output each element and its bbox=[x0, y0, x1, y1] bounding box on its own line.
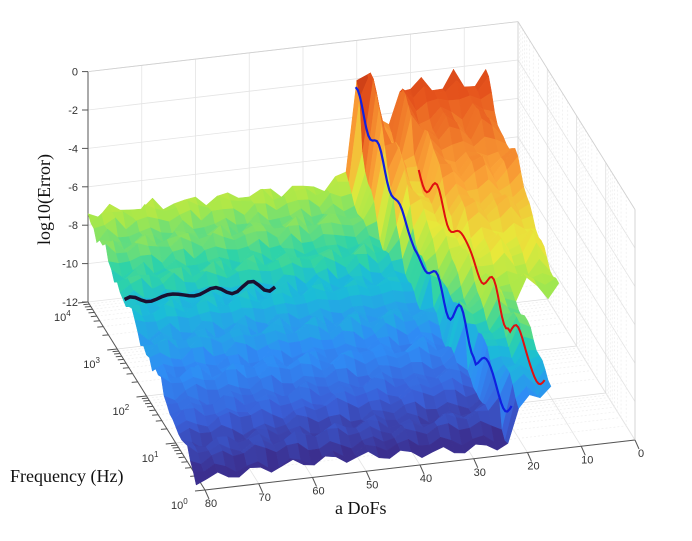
z-tick-label: -8 bbox=[68, 220, 78, 232]
x-tick bbox=[634, 439, 640, 450]
x-tick-label: 0 bbox=[638, 448, 644, 460]
y-tick bbox=[141, 397, 148, 400]
y-tick bbox=[131, 381, 138, 383]
y-tick bbox=[165, 442, 176, 445]
y-tick bbox=[181, 461, 188, 463]
y-tick bbox=[77, 301, 89, 304]
y-tick bbox=[149, 409, 156, 412]
x-tick-label: 10 bbox=[581, 454, 593, 466]
x-tick bbox=[204, 489, 210, 500]
surface bbox=[87, 68, 560, 486]
surface-lines bbox=[123, 86, 546, 413]
x-tick bbox=[365, 471, 371, 481]
z-tick-label: -2 bbox=[68, 105, 78, 117]
y-tick bbox=[152, 414, 159, 416]
y-tick bbox=[102, 334, 109, 336]
y-tick bbox=[185, 467, 192, 469]
box-edge bbox=[517, 21, 636, 210]
y-tick bbox=[114, 353, 121, 355]
x-tick bbox=[473, 458, 479, 468]
box-edge bbox=[87, 21, 519, 72]
y-tick bbox=[107, 348, 118, 351]
x-tick bbox=[312, 477, 317, 487]
y-tick bbox=[155, 420, 162, 422]
z-axis-label: log10(Error) bbox=[34, 154, 55, 245]
black-line bbox=[123, 279, 277, 304]
x-tick-label: 80 bbox=[205, 498, 217, 510]
y-tick bbox=[115, 355, 122, 358]
z-tick-label: 0 bbox=[72, 67, 78, 79]
y-tick-label: 102 bbox=[113, 403, 130, 418]
y-tick bbox=[117, 358, 124, 361]
x-tick-label: 60 bbox=[312, 486, 324, 498]
y-tick bbox=[146, 405, 154, 408]
x-tick-label: 70 bbox=[259, 492, 271, 504]
y-tick bbox=[112, 350, 119, 353]
y-tick bbox=[86, 308, 93, 311]
y-tick bbox=[143, 400, 150, 402]
y-tick bbox=[83, 303, 90, 306]
surface-patch bbox=[536, 379, 552, 399]
y-tick bbox=[194, 489, 206, 492]
y-tick bbox=[126, 373, 133, 375]
x-tick-label: 40 bbox=[420, 473, 432, 485]
y-tick bbox=[172, 447, 179, 449]
x-tick-label: 20 bbox=[527, 461, 539, 473]
y-tick bbox=[171, 444, 178, 447]
y-tick bbox=[144, 402, 152, 405]
y-tick-label: 103 bbox=[83, 356, 100, 371]
x-axis-label: a DoFs bbox=[335, 498, 387, 518]
x-tick-label: 50 bbox=[366, 479, 378, 491]
y-tick bbox=[136, 395, 147, 398]
x-tick bbox=[580, 446, 586, 456]
z-tick-label: -10 bbox=[62, 259, 78, 271]
y-tick bbox=[90, 315, 97, 318]
x-tick bbox=[419, 464, 425, 475]
y-tick bbox=[122, 367, 129, 369]
y-tick-label: 100 bbox=[171, 497, 188, 512]
y-tick bbox=[88, 311, 95, 314]
blue-boundary-line bbox=[354, 86, 513, 413]
x-tick-label: 30 bbox=[474, 467, 486, 479]
tick-labels: 807060504030201000-2-4-6-8-10-1210010110… bbox=[54, 67, 644, 512]
y-tick bbox=[174, 449, 181, 452]
z-tick-label: -12 bbox=[62, 297, 78, 309]
y-tick bbox=[176, 452, 183, 455]
z-tick-label: -6 bbox=[68, 182, 78, 194]
y-tick bbox=[93, 320, 100, 322]
y-tick-label: 101 bbox=[142, 450, 159, 465]
x-tick bbox=[258, 483, 264, 493]
x-tick bbox=[527, 452, 532, 462]
y-tick bbox=[84, 306, 91, 308]
y-tick bbox=[97, 326, 104, 328]
z-tick-label: -4 bbox=[68, 143, 78, 155]
y-tick bbox=[160, 428, 167, 430]
y-tick bbox=[120, 362, 127, 365]
y-tick-label: 104 bbox=[54, 309, 71, 324]
red-boundary-line bbox=[417, 169, 546, 386]
y-axis-label: Frequency (Hz) bbox=[10, 466, 123, 487]
surface-patch bbox=[544, 277, 560, 300]
y-tick bbox=[178, 456, 185, 459]
